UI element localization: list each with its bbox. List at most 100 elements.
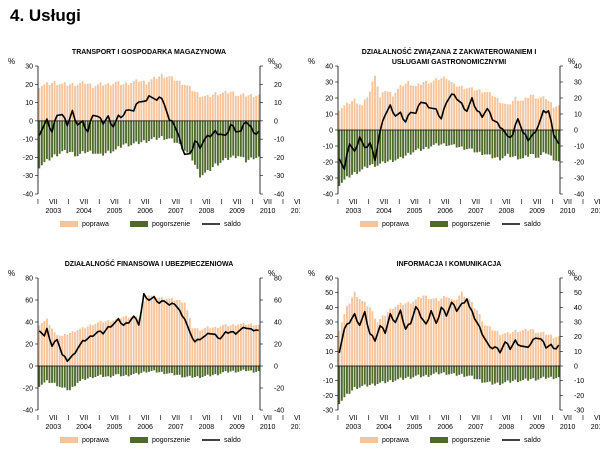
chart-1-bar-poprawa — [394, 92, 397, 130]
chart-3-ytick-label-left: -20 — [323, 393, 333, 400]
chart-3-ytick-label-left: 20 — [325, 334, 333, 341]
chart-2-bar-poprawa — [38, 325, 41, 366]
chart-2-bar-poprawa — [148, 295, 150, 366]
chart-3-bar-pogorszenie — [509, 366, 512, 383]
chart-0-bar-poprawa — [89, 83, 92, 121]
chart-2-bar-pogorszenie — [239, 366, 242, 371]
chart-1-bar-poprawa — [351, 101, 353, 130]
chart-0-bar-pogorszenie — [132, 120, 135, 144]
chart-0-bar-pogorszenie — [43, 120, 46, 163]
chart-0-bar-pogorszenie — [135, 120, 138, 142]
chart-3-xtick-month: VII — [502, 415, 511, 422]
chart-1-bar-poprawa — [524, 97, 527, 130]
chart-2-bar-pogorszenie — [183, 366, 186, 378]
chart-1-bar-pogorszenie — [389, 130, 392, 160]
chart-3-bar-pogorszenie — [402, 366, 404, 380]
chart-1-bar-pogorszenie — [504, 130, 507, 157]
chart-0-xtick-year: 2010 — [260, 208, 276, 215]
chart-0-bar-poprawa — [61, 83, 64, 121]
chart-1-unit-right: % — [568, 57, 575, 66]
chart-2-bar-poprawa — [122, 316, 125, 366]
chart-1-bar-pogorszenie — [534, 130, 537, 158]
chart-1-bar-pogorszenie — [417, 130, 420, 149]
chart-0-ytick-label-right: -20 — [274, 155, 284, 162]
chart-3-xtick-year: 2010 — [560, 424, 576, 431]
chart-0-bar-poprawa — [211, 94, 214, 121]
chart-3-bar-pogorszenie — [481, 366, 484, 383]
chart-3-bar-poprawa — [557, 336, 560, 366]
chart-0-bar-pogorszenie — [56, 120, 59, 157]
chart-2-xtick-month: VII — [172, 415, 181, 422]
chart-2-bar-poprawa — [206, 326, 209, 366]
chart-1-bar-poprawa — [420, 84, 422, 130]
chart-0-bar-poprawa — [232, 91, 235, 121]
chart-0-xtick-year: 2005 — [107, 208, 123, 215]
chart-3-bar-poprawa — [343, 314, 346, 366]
chart-0-bar-pogorszenie — [234, 120, 237, 159]
chart-3-bar-pogorszenie — [557, 366, 560, 378]
chart-3-bar-poprawa — [361, 300, 364, 366]
chart-0-bar-pogorszenie — [232, 120, 235, 156]
chart-2-bar-poprawa — [142, 301, 145, 366]
chart-2-legend-swatch-pogorszenie — [130, 437, 148, 443]
chart-0-bar-poprawa — [71, 83, 74, 121]
chart-3-bar-pogorszenie — [440, 366, 443, 374]
chart-1-bar-pogorszenie — [338, 130, 341, 186]
chart-1-ytick-label-right: -20 — [574, 160, 584, 167]
chart-0-xtick-year: 2009 — [229, 208, 245, 215]
chart-1-bar-pogorszenie — [539, 130, 542, 155]
chart-0-bar-pogorszenie — [216, 120, 219, 166]
chart-1-bar-pogorszenie — [348, 130, 351, 178]
chart-2-bar-poprawa — [196, 328, 199, 366]
chart-2-bar-poprawa — [71, 331, 74, 366]
chart-3-unit-right: % — [568, 269, 575, 278]
chart-2-bar-pogorszenie — [137, 366, 140, 375]
chart-2-bar-poprawa — [201, 329, 204, 366]
chart-2-bar-pogorszenie — [250, 366, 252, 371]
chart-1-bar-pogorszenie — [463, 130, 466, 150]
chart-0-bar-pogorszenie — [247, 120, 250, 160]
chart-0-bar-pogorszenie — [127, 120, 130, 147]
chart-0-bar-pogorszenie — [61, 120, 64, 152]
chart-1-bar-poprawa — [460, 85, 463, 130]
chart-1-ytick-label-left: 10 — [325, 112, 333, 119]
chart-1-ytick-label-left: -10 — [323, 144, 333, 151]
chart-3-bar-poprawa — [376, 322, 379, 366]
chart-2-bar-pogorszenie — [176, 366, 178, 375]
chart-0-bar-poprawa — [183, 84, 186, 121]
chart-1-legend-label-poprawa: poprawa — [382, 221, 409, 228]
chart-1-ytick-label-left: 20 — [325, 96, 333, 103]
chart-0-legend-swatch-pogorszenie — [130, 221, 148, 227]
chart-1-bar-poprawa — [348, 103, 351, 130]
chart-0-bar-pogorszenie — [112, 120, 115, 152]
chart-2-bar-poprawa — [63, 333, 66, 366]
chart-0-bar-pogorszenie — [191, 120, 194, 161]
chart-1-ytick-label-right: 20 — [574, 96, 582, 103]
chart-1-ytick-label-left: 40 — [325, 64, 333, 71]
chart-3-bar-pogorszenie — [504, 366, 507, 383]
chart-0-bar-pogorszenie — [237, 120, 240, 157]
chart-1-xtick-month: VII — [563, 199, 572, 206]
chart-2-bar-pogorszenie — [150, 366, 153, 372]
chart-0-ytick-label-right: 30 — [274, 64, 282, 71]
chart-1-bar-poprawa — [397, 88, 399, 130]
chart-0-bar-poprawa — [186, 85, 189, 121]
chart-1-bar-poprawa — [555, 106, 558, 130]
chart-0-bar-poprawa — [209, 97, 212, 121]
chart-2-legend-label-pogorszenie: pogorszenie — [152, 437, 190, 444]
chart-2-bar-poprawa — [171, 298, 173, 366]
chart-1-xtick-year: 2007 — [468, 208, 484, 215]
chart-2-bar-poprawa — [229, 325, 232, 366]
chart-0-bar-pogorszenie — [63, 120, 66, 150]
chart-3-bar-poprawa — [481, 321, 484, 366]
chart-1-bar-pogorszenie — [532, 130, 535, 154]
chart-2-xtick-month: VII — [141, 415, 150, 422]
chart-3-ytick-label-left: 40 — [325, 305, 333, 312]
chart-1-bar-pogorszenie — [465, 130, 468, 150]
chart-0-bar-pogorszenie — [76, 120, 79, 157]
chart-0-bar-pogorszenie — [71, 120, 74, 152]
chart-1-bar-pogorszenie — [450, 130, 453, 145]
chart-3-bar-pogorszenie — [371, 366, 374, 384]
chart-2-bar-pogorszenie — [102, 366, 104, 377]
chart-1-bar-pogorszenie — [407, 130, 410, 153]
